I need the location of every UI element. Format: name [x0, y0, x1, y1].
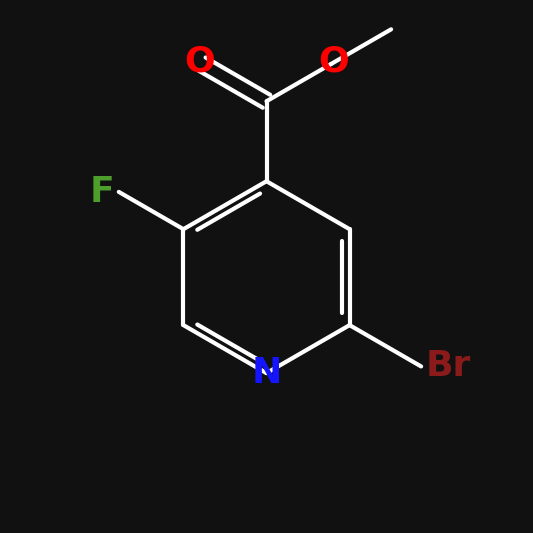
Text: Br: Br — [425, 350, 471, 383]
Text: O: O — [318, 44, 349, 78]
Text: F: F — [90, 175, 115, 209]
Text: N: N — [252, 356, 281, 390]
Text: O: O — [184, 44, 215, 78]
